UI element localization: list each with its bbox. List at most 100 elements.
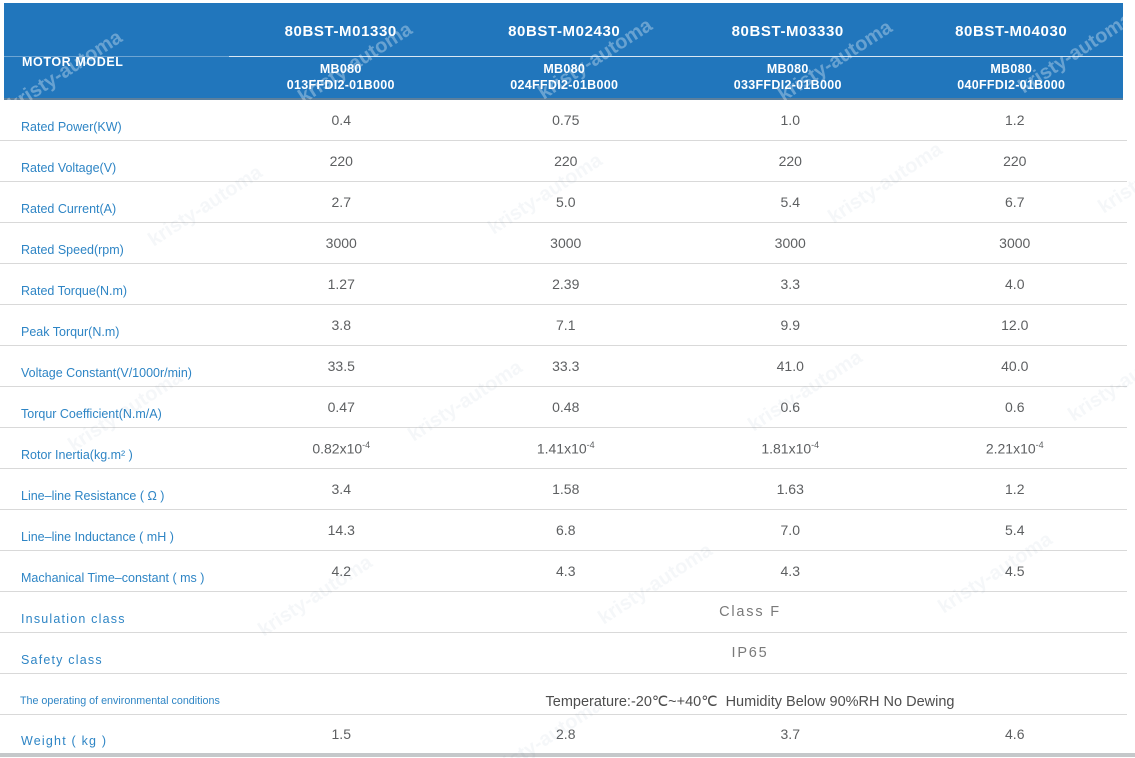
- cell-value: 41.0: [776, 358, 804, 374]
- table-row: Rated Current(A) 2.7 5.0 5.4 6.7: [0, 182, 1127, 223]
- merged-value: Temperature:-20℃~+40℃ Humidity Below 90%…: [545, 694, 955, 710]
- header-column: 80BST-M02430 MB080 024FFDI2-01B000: [453, 3, 677, 98]
- header-column: 80BST-M01330 MB080 013FFDI2-01B000: [229, 3, 453, 98]
- cell-value: 0.6: [1005, 399, 1025, 415]
- model-code: MB080 024FFDI2-01B000: [510, 62, 619, 92]
- table-row: Rotor Inertia(kg.m² ) 0.82x10-4 1.41x10-4 1…: [0, 428, 1127, 469]
- spec-table-body: Rated Power(KW) 0.4 0.75 1.0 1.2 Rated Voltag…: [0, 100, 1127, 752]
- cell-value: 2.7: [331, 194, 351, 210]
- cell-value: 3000: [550, 235, 582, 251]
- model-name: 80BST-M04030: [955, 22, 1068, 40]
- row-label: Rated Voltage(V): [21, 161, 117, 175]
- row-label: Rated Power(KW): [21, 120, 122, 134]
- merged-value: Class F: [719, 604, 781, 620]
- cell-value: 6.7: [1005, 194, 1025, 210]
- model-name: 80BST-M03330: [731, 22, 844, 40]
- table-row: Rated Power(KW) 0.4 0.75 1.0 1.2: [0, 100, 1127, 141]
- model-code: MB080 040FFDI2-01B000: [957, 62, 1066, 92]
- row-label: Machanical Time–constant ( ms ): [21, 571, 205, 585]
- row-label: Insulation class: [21, 612, 126, 626]
- cell-value: 2.8: [556, 725, 576, 742]
- row-label: Voltage Constant(V/1000r/min): [21, 366, 192, 380]
- bottom-bar: [0, 753, 1135, 757]
- table-row: Line–line Resistance ( Ω ) 3.4 1.58 1.63 1.2: [0, 469, 1127, 510]
- model-name: 80BST-M02430: [508, 22, 621, 40]
- row-label: Rotor Inertia(kg.m² ): [21, 448, 133, 462]
- cell-value: 1.2: [1005, 112, 1025, 128]
- cell-value: 3.7: [780, 725, 800, 742]
- cell-value: 4.3: [780, 563, 800, 579]
- cell-value: 4.0: [1005, 276, 1025, 292]
- cell-value: 1.27: [327, 276, 355, 292]
- motor-model-label: MOTOR MODEL: [22, 55, 124, 69]
- model-code: MB080 033FFDI2-01B000: [733, 62, 842, 92]
- cell-value: 4.2: [331, 563, 351, 579]
- table-row: Peak Torqur(N.m) 3.8 7.1 9.9 12.0: [0, 305, 1127, 346]
- row-label: Rated Speed(rpm): [21, 243, 124, 257]
- cell-value: 40.0: [1001, 358, 1029, 374]
- cell-value: 12.0: [1001, 317, 1029, 333]
- cell-value: 3.4: [331, 481, 351, 497]
- cell-value: 0.47: [327, 399, 355, 415]
- cell-value: 33.5: [327, 358, 355, 374]
- cell-value: 1.58: [552, 481, 580, 497]
- table-row: Safety class IP65: [0, 633, 1127, 674]
- model-code: MB080 013FFDI2-01B000: [286, 62, 395, 92]
- table-row: Voltage Constant(V/1000r/min) 33.5 33.3 41.…: [0, 346, 1127, 387]
- cell-value: 0.6: [780, 399, 800, 415]
- cell-value: 7.0: [780, 522, 800, 538]
- row-label: Rated Torque(N.m): [21, 284, 128, 298]
- row-label: The operating of environmental condition…: [19, 695, 220, 707]
- cell-value: 1.63: [776, 481, 804, 497]
- cell-value: 1.41x10-4: [536, 439, 595, 457]
- cell-value: 4.6: [1005, 725, 1025, 742]
- cell-value: 2.39: [552, 276, 580, 292]
- merged-value: IP65: [731, 645, 769, 661]
- row-label: Line–line Resistance ( Ω ): [21, 489, 165, 503]
- cell-value: 4.5: [1005, 563, 1025, 579]
- cell-value: 3000: [774, 235, 806, 251]
- table-row: Insulation class Class F: [0, 592, 1127, 633]
- cell-value: 7.1: [556, 317, 576, 333]
- cell-value: 3.8: [331, 317, 351, 333]
- cell-value: 0.75: [552, 112, 580, 128]
- cell-value: 4.3: [556, 563, 576, 579]
- cell-value: 0.4: [331, 112, 351, 128]
- row-label: Weight ( kg ): [21, 733, 108, 748]
- cell-value: 5.4: [1005, 522, 1025, 538]
- cell-value: 220: [1003, 153, 1027, 169]
- cell-value: 6.8: [556, 522, 576, 538]
- cell-value: 1.0: [780, 112, 800, 128]
- cell-value: 0.82x10-4: [312, 439, 371, 457]
- cell-value: 3000: [325, 235, 357, 251]
- cell-value: 3.3: [780, 276, 800, 292]
- cell-value: 1.81x10-4: [761, 439, 820, 457]
- cell-value: 220: [778, 153, 802, 169]
- table-row: Rated Voltage(V) 220 220 220 220: [0, 141, 1127, 182]
- cell-value: 1.2: [1005, 481, 1025, 497]
- header-divider-line-bright: [229, 56, 1123, 57]
- table-row: Rated Torque(N.m) 1.27 2.39 3.3 4.0: [0, 264, 1127, 305]
- cell-value: 3000: [999, 235, 1031, 251]
- motor-model-header-cell: MOTOR MODEL: [4, 3, 229, 98]
- table-row: Rated Speed(rpm) 3000 3000 3000 3000: [0, 223, 1127, 264]
- cell-value: 220: [329, 153, 353, 169]
- cell-value: 0.48: [552, 399, 580, 415]
- header-column: 80BST-M03330 MB080 033FFDI2-01B000: [676, 3, 900, 98]
- table-row: Line–line Inductance ( mH ) 14.3 6.8 7.0 5.4: [0, 510, 1127, 551]
- cell-value: 9.9: [780, 317, 800, 333]
- model-name: 80BST-M01330: [284, 22, 397, 40]
- cell-value: 5.4: [780, 194, 800, 210]
- cell-value: 5.0: [556, 194, 576, 210]
- row-label: Rated Current(A): [21, 202, 117, 216]
- cell-value: 33.3: [552, 358, 580, 374]
- row-label: Torqur Coefficient(N.m/A): [21, 407, 162, 421]
- table-row: Torqur Coefficient(N.m/A) 0.47 0.48 0.6 0.6: [0, 387, 1127, 428]
- row-label: Peak Torqur(N.m): [21, 325, 120, 339]
- table-row: The operating of environmental condition…: [0, 674, 1127, 715]
- cell-value: 1.5: [331, 725, 351, 742]
- cell-value: 14.3: [327, 522, 355, 538]
- header-column: 80BST-M04030 MB080 040FFDI2-01B000: [900, 3, 1124, 98]
- cell-value: 220: [554, 153, 578, 169]
